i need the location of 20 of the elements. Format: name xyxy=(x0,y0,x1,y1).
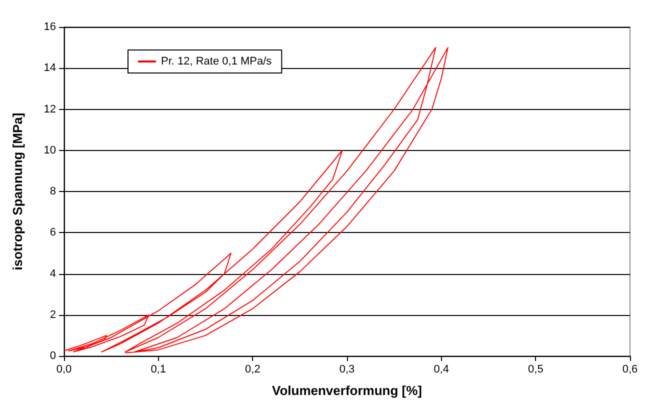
y-axis-title: isotrope Spannung [MPa] xyxy=(10,112,25,270)
y-tick-label: 0 xyxy=(50,350,56,362)
y-tick-label: 10 xyxy=(44,144,56,156)
x-tick-label: 0,0 xyxy=(56,364,72,376)
x-axis-title: Volumenverformung [%] xyxy=(272,383,422,398)
y-tick-label: 4 xyxy=(50,268,56,280)
y-tick-label: 12 xyxy=(44,103,56,116)
y-tick-label: 8 xyxy=(50,186,56,198)
x-tick-label: 0,2 xyxy=(245,364,260,376)
y-tick-label: 16 xyxy=(44,21,56,33)
legend-label: Pr. 12, Rate 0,1 MPa/s xyxy=(161,56,272,68)
line-series xyxy=(64,47,448,354)
y-tick-label: 14 xyxy=(44,62,56,74)
y-tick-label: 6 xyxy=(50,226,56,239)
y-tick-label: 2 xyxy=(50,308,56,321)
x-tick-label: 0,1 xyxy=(150,364,166,376)
x-tick-label: 0,3 xyxy=(339,364,355,376)
x-tick-label: 0,5 xyxy=(528,364,544,376)
x-tick-label: 0,6 xyxy=(622,364,638,376)
x-tick-label: 0,4 xyxy=(434,364,449,376)
